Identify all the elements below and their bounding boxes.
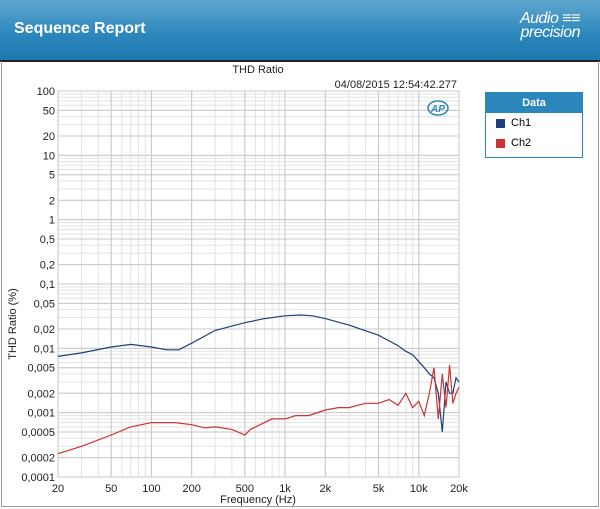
x-tick-label: 200	[182, 483, 200, 495]
y-tick-label: 50	[43, 105, 55, 117]
y-tick-label: 2	[49, 195, 55, 207]
x-tick-label: 100	[142, 483, 160, 495]
y-tick-label: 0,0002	[21, 453, 55, 465]
y-tick-label: 0,01	[34, 343, 55, 355]
y-tick-label: 0,1	[40, 279, 55, 291]
y-tick-label: 0,2	[40, 260, 55, 272]
x-tick-label: 20	[52, 483, 64, 495]
y-tick-label: 0,5	[40, 234, 55, 246]
x-tick-label: 50	[105, 483, 117, 495]
y-tick-label: 0,001	[27, 408, 55, 420]
y-tick-label: 0,005	[27, 363, 55, 375]
report-title: Sequence Report	[14, 20, 146, 37]
legend-item-ch1[interactable]: Ch1	[486, 113, 582, 133]
y-tick-label: 0,002	[27, 388, 55, 400]
x-tick-label: 20k	[450, 483, 468, 495]
x-axis-label: Frequency (Hz)	[220, 494, 296, 506]
y-tick-label: 1	[49, 215, 55, 227]
report-header: Sequence Report Audio ≡≡ precision	[0, 0, 600, 62]
legend-title: Data	[486, 93, 582, 113]
y-tick-label: 0,05	[34, 298, 55, 310]
x-tick-label: 1k	[279, 483, 291, 495]
report-frame	[1, 61, 599, 507]
ch2-swatch	[496, 138, 505, 148]
legend: Data Ch1 Ch2	[485, 92, 583, 158]
y-tick-label: 20	[43, 131, 55, 143]
y-tick-label: 0,0005	[21, 427, 55, 439]
series-line-ch2	[57, 364, 460, 455]
audio-precision-logo: Audio ≡≡ precision	[519, 10, 581, 41]
ap-watermark-icon	[427, 100, 449, 116]
chart-title: THD Ratio	[232, 64, 283, 76]
legend-label: Ch2	[511, 137, 532, 149]
ch1-swatch	[496, 118, 505, 128]
y-tick-label: 100	[37, 86, 55, 98]
y-tick-label: 5	[49, 170, 55, 182]
x-tick-label: 10k	[410, 483, 428, 495]
y-tick-label: 10	[43, 150, 55, 162]
y-tick-label: 0,02	[34, 324, 55, 336]
y-tick-label: 0,0001	[21, 472, 55, 484]
series-line-ch1	[57, 314, 460, 433]
y-axis-label: THD Ratio (%)	[7, 288, 19, 360]
x-tick-label: 5k	[373, 483, 385, 495]
x-tick-label: 2k	[320, 483, 332, 495]
legend-label: Ch1	[511, 117, 532, 129]
x-tick-label: 500	[236, 483, 254, 495]
legend-item-ch2[interactable]: Ch2	[486, 133, 582, 153]
chart-timestamp: 04/08/2015 12:54:42.277	[335, 79, 457, 91]
ap-watermark-icon: AP	[430, 104, 445, 115]
